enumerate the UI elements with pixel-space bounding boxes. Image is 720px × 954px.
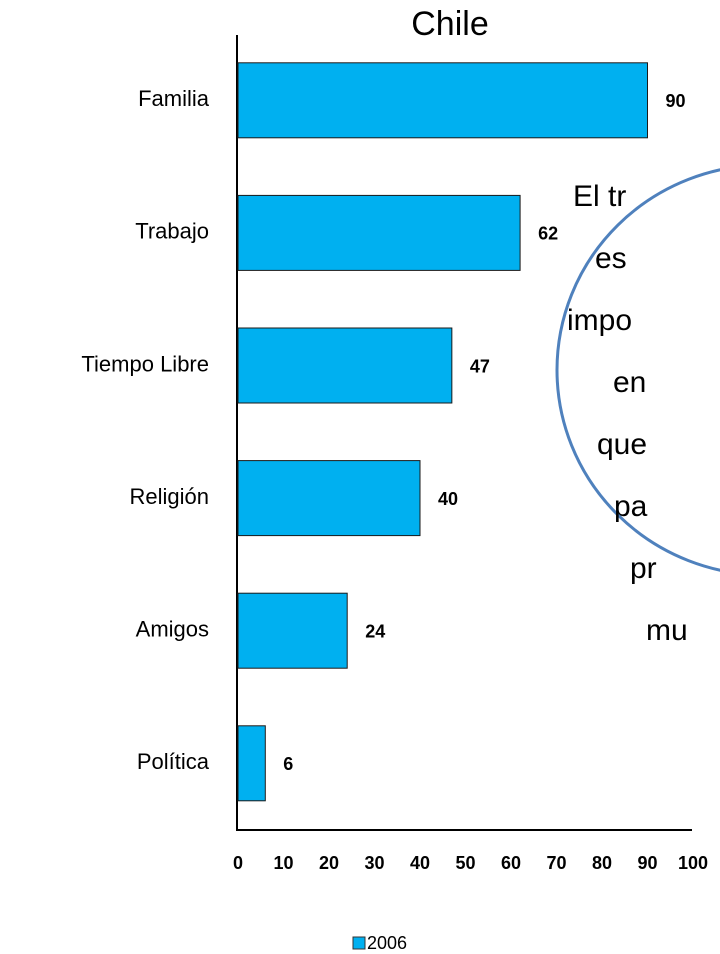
callout-text: impo	[567, 304, 632, 337]
x-tick-label: 60	[501, 853, 521, 873]
callout	[555, 168, 720, 572]
y-tick-label: Religión	[130, 484, 210, 509]
data-label: 24	[365, 621, 385, 641]
callout-text: que	[597, 428, 647, 461]
bar	[237, 62, 648, 139]
bar	[237, 194, 521, 271]
x-tick-label: 10	[273, 853, 293, 873]
callout-text: es	[595, 242, 627, 275]
callout-text: pa	[614, 490, 648, 523]
y-tick-label: Tiempo Libre	[81, 351, 209, 376]
callout-text: pr	[630, 552, 657, 585]
bar	[237, 327, 453, 404]
data-label: 6	[283, 754, 293, 774]
x-tick-label: 70	[546, 853, 566, 873]
y-tick-label: Política	[137, 749, 210, 774]
callout-text: en	[613, 366, 646, 399]
legend-label: 2006	[367, 933, 407, 953]
x-tick-label: 80	[592, 853, 612, 873]
data-label: 62	[538, 224, 558, 244]
x-tick-label: 100	[678, 853, 708, 873]
x-tick-label: 30	[364, 853, 384, 873]
data-label: 40	[438, 489, 458, 509]
chart-title: Chile	[411, 5, 488, 43]
data-label: 90	[666, 91, 686, 111]
x-tick-label: 0	[233, 853, 243, 873]
callout-text: El tr	[573, 180, 626, 213]
x-tick-label: 50	[455, 853, 475, 873]
y-tick-label: Trabajo	[135, 219, 209, 244]
legend-swatch	[352, 936, 366, 950]
y-tick-label: Familia	[138, 86, 210, 111]
callout-text: mu	[646, 614, 688, 647]
x-tick-label: 40	[410, 853, 430, 873]
x-tick-label: 90	[637, 853, 657, 873]
data-label: 47	[470, 356, 490, 376]
x-tick-label: 20	[319, 853, 339, 873]
y-tick-label: Amigos	[136, 617, 209, 642]
bar	[237, 592, 348, 669]
bar	[237, 725, 266, 802]
bar	[237, 460, 421, 537]
